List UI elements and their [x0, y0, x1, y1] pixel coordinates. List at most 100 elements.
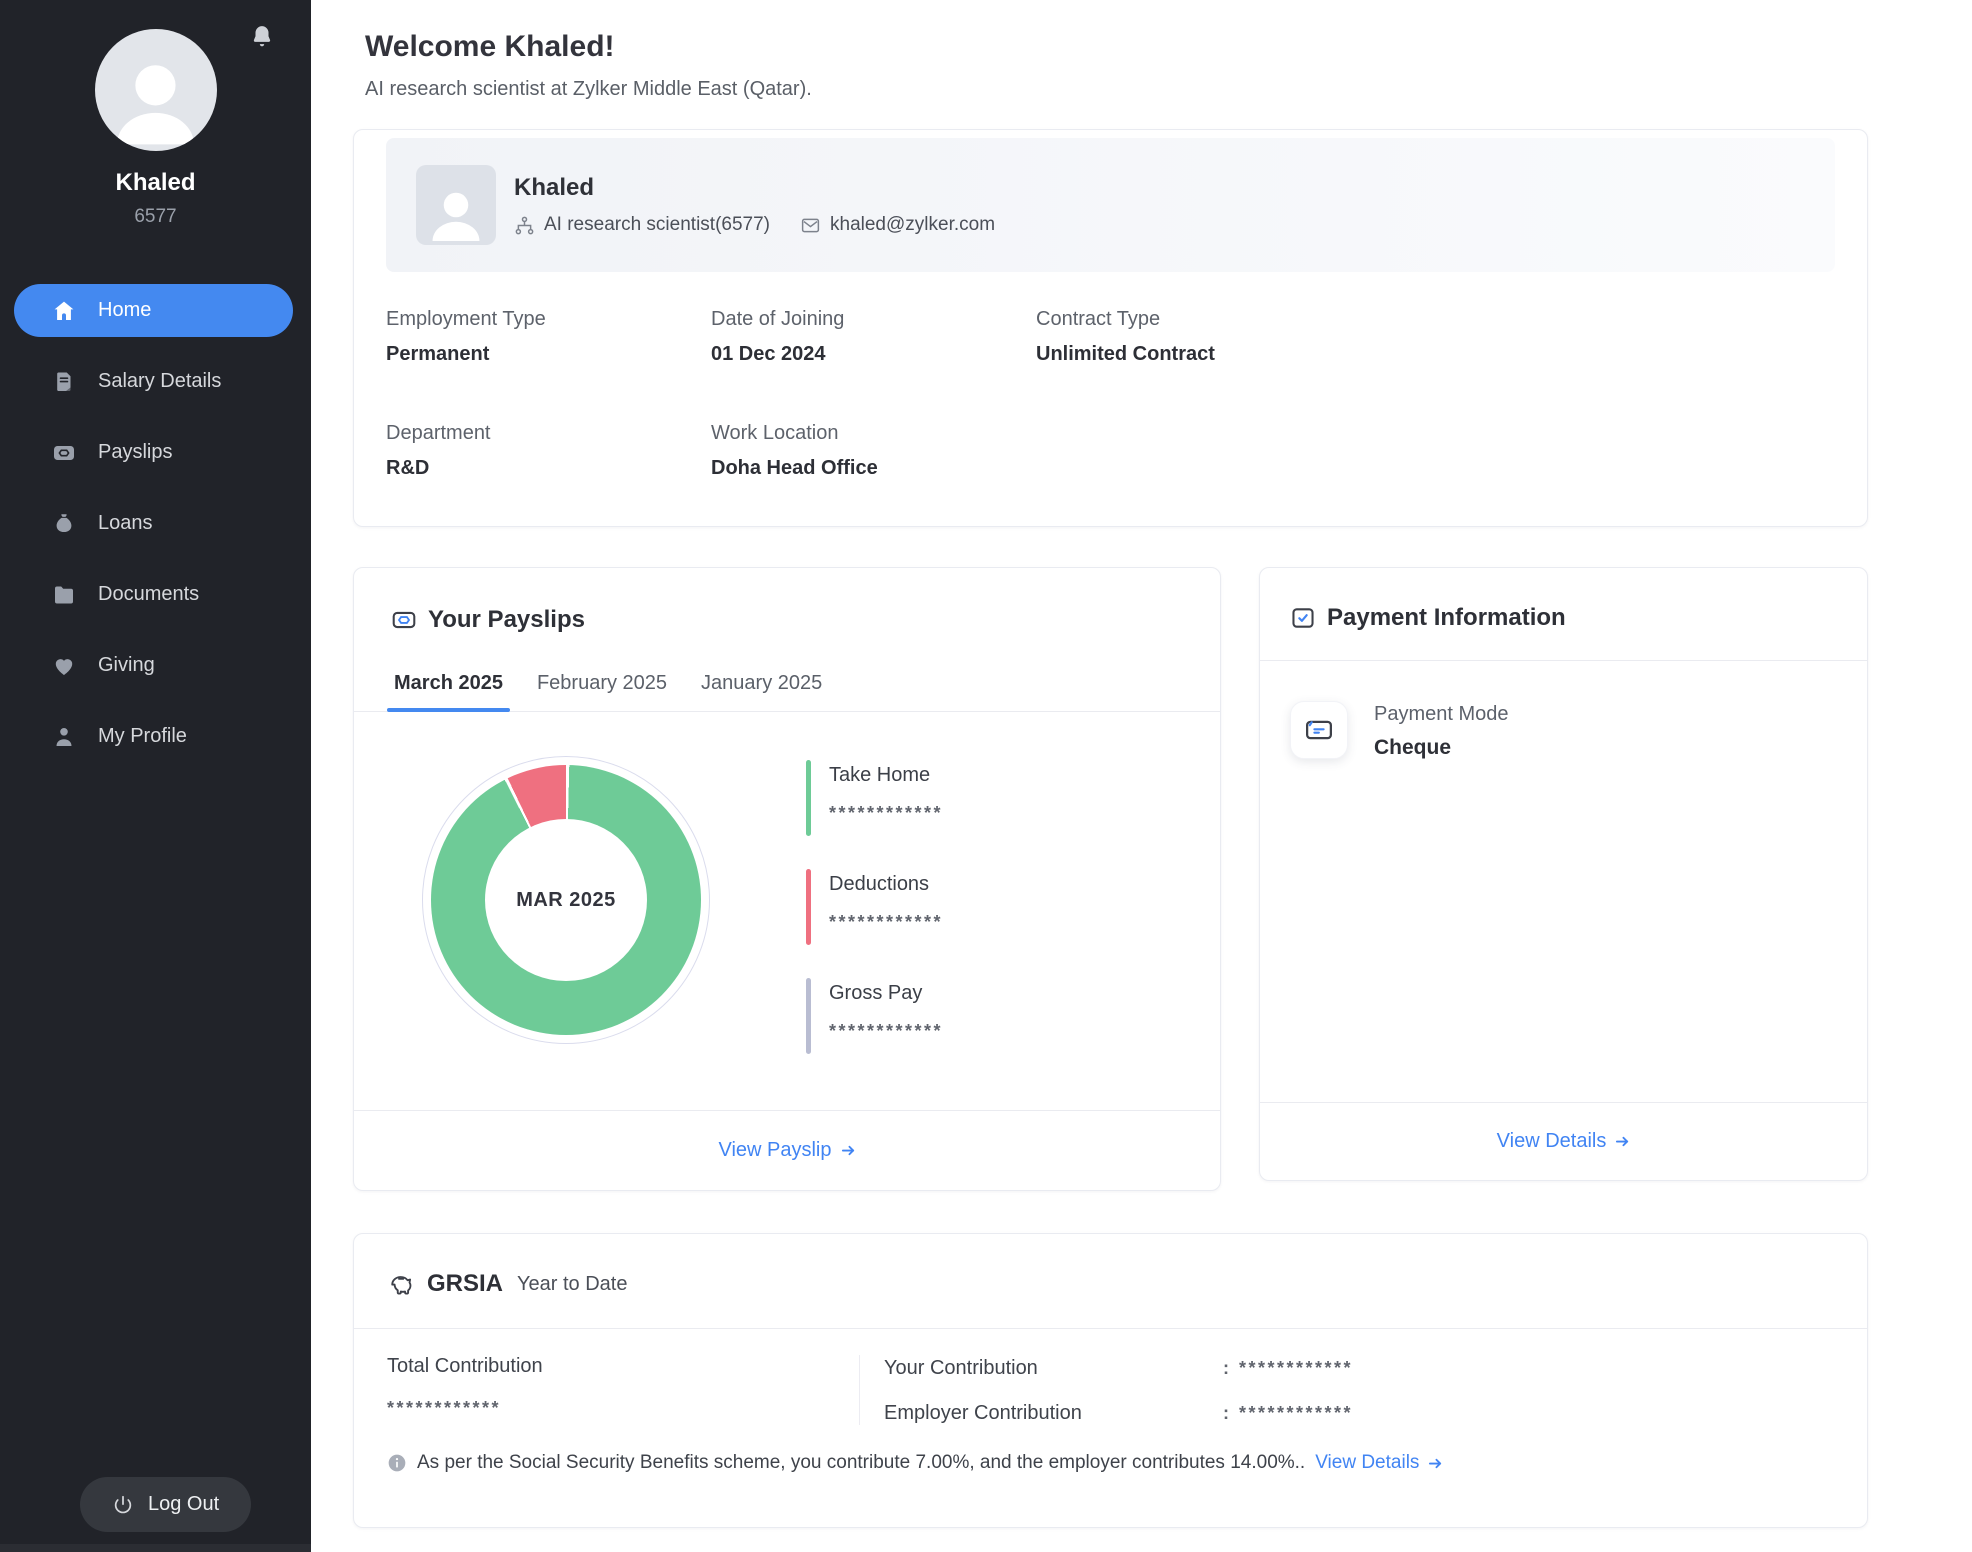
grsia-title: GRSIA	[427, 1270, 504, 1297]
person-silhouette-icon	[432, 192, 480, 241]
payment-information-card: Payment Information Payment Mode Cheque …	[1259, 567, 1868, 1181]
employee-email: khaled@zylker.com	[800, 214, 995, 236]
field-department: Department R&D	[386, 422, 491, 479]
sidebar-item-home[interactable]: Home	[14, 284, 293, 337]
sidebar-item-documents[interactable]: Documents	[14, 568, 293, 621]
grsia-view-details-link[interactable]: View Details	[1315, 1452, 1443, 1474]
grsia-note: As per the Social Security Benefits sche…	[354, 1425, 1867, 1474]
tab-march-2025[interactable]: March 2025	[387, 672, 510, 712]
employee-info: Khaled AI research scientist(6577)	[514, 174, 995, 236]
grsia-note-text: As per the Social Security Benefits sche…	[417, 1452, 1306, 1473]
salary-details-icon	[52, 370, 76, 394]
legend-gross-pay: Gross Pay ************	[806, 978, 943, 1054]
sidebar-item-label: Documents	[98, 583, 200, 605]
payslips-card-title: Your Payslips	[428, 606, 585, 633]
info-icon	[387, 1453, 407, 1473]
payment-mode-info: Payment Mode Cheque	[1374, 701, 1509, 760]
sidebar-item-label: My Profile	[98, 725, 187, 747]
sidebar-item-label: Loans	[98, 512, 153, 534]
sidebar-profile: Khaled 6577	[0, 0, 311, 228]
main-content: Welcome Khaled! AI research scientist at…	[311, 0, 1972, 1552]
sidebar-user-id: 6577	[134, 206, 177, 227]
sidebar-item-label: Home	[98, 299, 152, 321]
payslips-icon	[52, 441, 76, 465]
arrow-right-icon	[841, 1145, 854, 1156]
logout-button[interactable]: Log Out	[80, 1477, 252, 1532]
heart-icon	[52, 654, 76, 678]
field-employment-type: Employment Type Permanent	[386, 308, 546, 365]
employee-summary-card: Khaled AI research scientist(6577)	[353, 129, 1868, 527]
your-payslips-card: Your Payslips March 2025 February 2025 J…	[353, 567, 1221, 1191]
payment-card-body: Payment Mode Cheque	[1260, 661, 1867, 800]
notifications-bell-icon[interactable]	[249, 24, 275, 50]
payment-mode-label: Payment Mode	[1374, 703, 1509, 725]
employee-role-text: AI research scientist(6577)	[544, 214, 770, 235]
employee-banner: Khaled AI research scientist(6577)	[386, 138, 1835, 272]
payslips-card-header: Your Payslips	[354, 568, 1220, 634]
sidebar-item-giving[interactable]: Giving	[14, 639, 293, 692]
grsia-card: GRSIA Year to Date Total Contribution **…	[353, 1233, 1868, 1528]
sidebar-item-payslips[interactable]: Payslips	[14, 426, 293, 479]
field-contract-type: Contract Type Unlimited Contract	[1036, 308, 1215, 365]
vertical-divider	[859, 1355, 860, 1425]
tab-january-2025[interactable]: January 2025	[701, 672, 823, 694]
piggy-bank-icon	[387, 1270, 415, 1298]
money-bag-icon	[52, 512, 76, 536]
grsia-employer-contribution: Employer Contribution : ************	[884, 1402, 1354, 1424]
person-icon	[52, 725, 76, 749]
employee-avatar	[416, 165, 496, 245]
grsia-total-contribution: Total Contribution ************	[387, 1355, 543, 1418]
payslip-donut-ring: MAR 2025	[422, 756, 710, 1044]
payslip-chart-area: MAR 2025 Take Home ************	[354, 712, 1220, 1054]
arrow-right-icon	[1616, 1136, 1629, 1147]
checkbox-check-icon	[1290, 605, 1316, 631]
donut-center-label: MAR 2025	[516, 888, 616, 911]
home-icon	[52, 299, 76, 323]
sidebar-item-my-profile[interactable]: My Profile	[14, 710, 293, 763]
grsia-contribution-rows: Your Contribution : ************ Employe…	[884, 1355, 1353, 1425]
sidebar-bottom-strip	[0, 1544, 311, 1552]
employment-fields: Employment Type Permanent Date of Joinin…	[386, 308, 1835, 480]
page-title: Welcome Khaled!	[365, 30, 615, 63]
page-subtitle: AI research scientist at Zylker Middle E…	[365, 78, 812, 100]
sidebar-item-label: Payslips	[98, 441, 173, 463]
legend-bar	[806, 760, 811, 836]
legend-deductions: Deductions ************	[806, 869, 943, 945]
employee-name: Khaled	[514, 174, 595, 201]
employee-email-text: khaled@zylker.com	[830, 214, 996, 235]
payment-mode-value: Cheque	[1374, 736, 1452, 759]
folder-icon	[52, 583, 76, 607]
avatar	[94, 29, 217, 151]
payslip-donut: MAR 2025	[431, 765, 701, 1035]
employee-role: AI research scientist(6577)	[514, 214, 770, 236]
logout-label: Log Out	[148, 1493, 220, 1515]
legend-bar	[806, 869, 811, 945]
sidebar-user-name: Khaled	[115, 169, 196, 196]
cheque-icon-card	[1290, 701, 1348, 759]
power-icon	[112, 1494, 134, 1516]
sidebar-item-label: Salary Details	[98, 370, 222, 392]
view-payslip-link[interactable]: View Payslip	[718, 1139, 855, 1162]
envelope-icon	[800, 215, 821, 236]
grsia-body: Total Contribution ************ Your Con…	[354, 1329, 1867, 1425]
legend-bar	[806, 978, 811, 1054]
legend-take-home: Take Home ************	[806, 760, 943, 836]
payment-card-footer: View Details	[1260, 1102, 1867, 1180]
payslips-card-footer: View Payslip	[354, 1110, 1220, 1190]
payment-card-title: Payment Information	[1327, 604, 1566, 631]
sidebar-item-salary-details[interactable]: Salary Details	[14, 355, 293, 408]
payment-view-details-link[interactable]: View Details	[1497, 1130, 1631, 1153]
org-hierarchy-icon	[514, 215, 535, 236]
cash-note-icon	[391, 607, 417, 633]
middle-cards-row: Your Payslips March 2025 February 2025 J…	[353, 567, 1972, 1191]
grsia-card-header: GRSIA Year to Date	[354, 1234, 1867, 1329]
field-work-location: Work Location Doha Head Office	[711, 422, 878, 479]
field-date-of-joining: Date of Joining 01 Dec 2024	[711, 308, 845, 365]
payslip-legend: Take Home ************ Deductions ******…	[806, 756, 943, 1054]
grsia-your-contribution: Your Contribution : ************	[884, 1357, 1354, 1379]
sidebar-item-loans[interactable]: Loans	[14, 497, 293, 550]
payment-card-header: Payment Information	[1260, 568, 1867, 661]
tab-february-2025[interactable]: February 2025	[536, 672, 668, 694]
payslip-month-tabs: March 2025 February 2025 January 2025	[354, 672, 1220, 712]
sidebar: Khaled 6577 Home Salary Details Paysl	[0, 0, 311, 1552]
